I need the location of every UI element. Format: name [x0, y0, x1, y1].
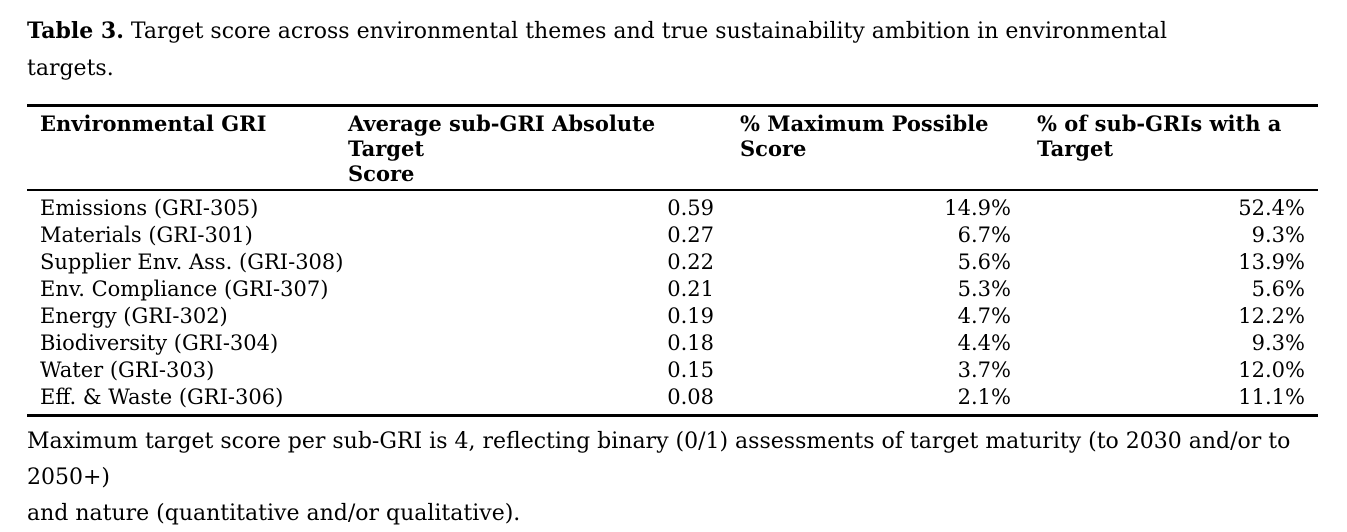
table-caption-text-line1: Target score across environmental themes… [130, 19, 1167, 44]
column-header-average-sub-gri-absolute-target-score: Average sub-GRI Absolute Target Score [335, 105, 727, 191]
table-caption: Table 3. Target score across environment… [27, 13, 1320, 87]
cell-avg-target-score: 0.21 [667, 277, 714, 301]
table-row: Env. Compliance (GRI-307) 0.21 5.3% 5.6% [27, 276, 1318, 303]
cell-max-possible-score: 6.7% [957, 223, 1011, 247]
cell-max-possible-score: 5.6% [957, 250, 1011, 274]
table-footnote: Maximum target score per sub-GRI is 4, r… [27, 424, 1320, 532]
table-row: Supplier Env. Ass. (GRI-308) 0.22 5.6% 1… [27, 249, 1318, 276]
cell-environmental-gri: Materials (GRI-301) [40, 223, 253, 247]
cell-max-possible-score: 5.3% [957, 277, 1011, 301]
column-header-sub-gris-with-target: % of sub-GRIs with a Target [1024, 105, 1318, 191]
cell-environmental-gri: Energy (GRI-302) [40, 304, 228, 328]
cell-avg-target-score: 0.27 [667, 223, 714, 247]
cell-avg-target-score: 0.22 [667, 250, 714, 274]
table-body: Emissions (GRI-305) 0.59 14.9% 52.4% Mat… [27, 190, 1318, 416]
cell-environmental-gri: Eff. & Waste (GRI-306) [40, 385, 284, 409]
cell-avg-target-score: 0.19 [667, 304, 714, 328]
column-header-line: Score [740, 136, 807, 161]
cell-pct-with-target: 12.0% [1238, 358, 1305, 382]
cell-environmental-gri: Water (GRI-303) [40, 358, 215, 382]
cell-max-possible-score: 4.7% [957, 304, 1011, 328]
cell-pct-with-target: 52.4% [1238, 196, 1305, 220]
table-row: Eff. & Waste (GRI-306) 0.08 2.1% 11.1% [27, 384, 1318, 416]
cell-pct-with-target: 9.3% [1251, 223, 1305, 247]
cell-pct-with-target: 11.1% [1238, 385, 1305, 409]
column-header-line: Score [348, 161, 415, 186]
cell-max-possible-score: 2.1% [957, 385, 1011, 409]
cell-pct-with-target: 12.2% [1238, 304, 1305, 328]
cell-avg-target-score: 0.18 [667, 331, 714, 355]
cell-environmental-gri: Emissions (GRI-305) [40, 196, 259, 220]
cell-max-possible-score: 4.4% [957, 331, 1011, 355]
column-header-line: Target [1037, 136, 1114, 161]
cell-max-possible-score: 3.7% [957, 358, 1011, 382]
table-row: Emissions (GRI-305) 0.59 14.9% 52.4% [27, 190, 1318, 222]
cell-environmental-gri: Env. Compliance (GRI-307) [40, 277, 329, 301]
column-header-line: Average sub-GRI Absolute Target [348, 111, 656, 161]
column-header-environmental-gri: Environmental GRI [27, 105, 335, 191]
cell-avg-target-score: 0.08 [667, 385, 714, 409]
table-caption-text-line2: targets. [27, 56, 114, 81]
table-footnote-line1: Maximum target score per sub-GRI is 4, r… [27, 429, 1291, 490]
column-header-line: % of sub-GRIs with a [1037, 111, 1282, 136]
cell-environmental-gri: Supplier Env. Ass. (GRI-308) [40, 250, 344, 274]
table-row: Materials (GRI-301) 0.27 6.7% 9.3% [27, 222, 1318, 249]
environmental-gri-table: Environmental GRI Average sub-GRI Absolu… [27, 104, 1318, 417]
cell-avg-target-score: 0.59 [667, 196, 714, 220]
column-header-line: Environmental GRI [40, 111, 267, 136]
table-row: Biodiversity (GRI-304) 0.18 4.4% 9.3% [27, 330, 1318, 357]
table-row: Water (GRI-303) 0.15 3.7% 12.0% [27, 357, 1318, 384]
cell-environmental-gri: Biodiversity (GRI-304) [40, 331, 279, 355]
column-header-line: % Maximum Possible [740, 111, 989, 136]
column-header-max-possible-score: % Maximum Possible Score [727, 105, 1024, 191]
cell-pct-with-target: 9.3% [1251, 331, 1305, 355]
cell-pct-with-target: 13.9% [1238, 250, 1305, 274]
table-row: Energy (GRI-302) 0.19 4.7% 12.2% [27, 303, 1318, 330]
table-footnote-line2: and nature (quantitative and/or qualitat… [27, 501, 521, 526]
cell-avg-target-score: 0.15 [667, 358, 714, 382]
cell-max-possible-score: 14.9% [944, 196, 1011, 220]
table-header-row: Environmental GRI Average sub-GRI Absolu… [27, 105, 1318, 191]
table-caption-number: Table 3. [27, 18, 124, 44]
cell-pct-with-target: 5.6% [1251, 277, 1305, 301]
table-header: Environmental GRI Average sub-GRI Absolu… [27, 105, 1318, 191]
